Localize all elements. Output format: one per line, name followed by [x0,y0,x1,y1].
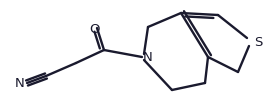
Text: O: O [89,23,99,36]
Text: N: N [143,51,153,63]
Text: N: N [15,76,25,89]
Text: S: S [254,36,262,49]
